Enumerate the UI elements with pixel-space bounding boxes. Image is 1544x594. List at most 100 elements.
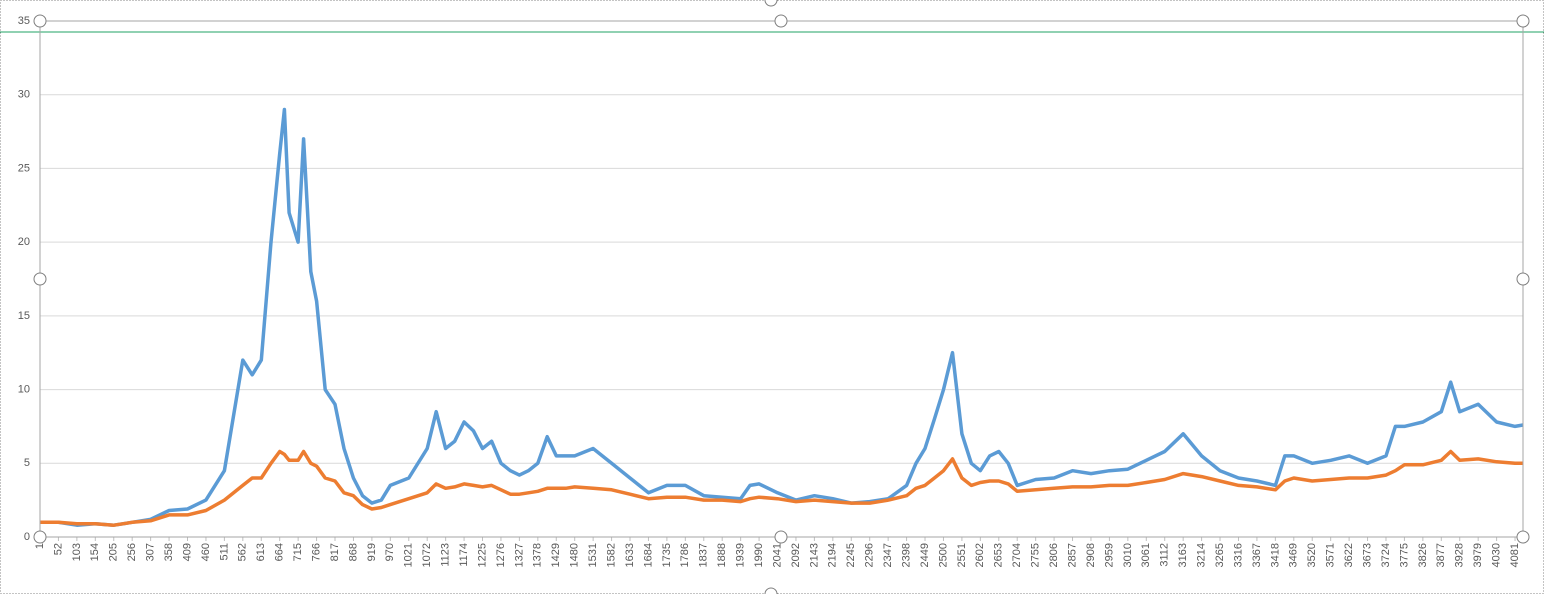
x-tick-label: 3112 — [1159, 543, 1171, 567]
handle[interactable] — [764, 587, 778, 594]
x-tick-label: 2041 — [771, 543, 783, 567]
x-tick-label: 1429 — [550, 543, 562, 567]
x-tick-label: 1327 — [513, 543, 525, 567]
x-tick-label: 868 — [347, 543, 359, 561]
x-tick-label: 1531 — [587, 543, 599, 567]
x-tick-label: 2398 — [900, 543, 912, 567]
handles — [33, 0, 1530, 594]
x-tick-label: 1378 — [532, 543, 544, 567]
x-tick-label: 1225 — [476, 543, 488, 567]
series-line — [40, 107, 1524, 527]
x-tick-label: 307 — [145, 543, 157, 561]
x-tick-label: 1 — [34, 543, 46, 549]
x-tick-label: 2296 — [864, 543, 876, 567]
x-tick-label: 2551 — [956, 543, 968, 567]
handle[interactable] — [764, 0, 778, 7]
x-tick-label: 1939 — [735, 543, 747, 567]
series-line — [40, 449, 1523, 527]
x-tick-label: 2500 — [937, 543, 949, 567]
handle[interactable] — [1516, 530, 1530, 544]
x-tick-label: 1684 — [642, 543, 654, 567]
x-tick-label: 3316 — [1232, 543, 1244, 567]
x-tick-label: 2092 — [790, 543, 802, 567]
x-tick-label: 1021 — [403, 543, 415, 567]
x-tick-label: 3367 — [1251, 543, 1263, 567]
y-tick-label: 35 — [18, 15, 30, 27]
y-tick-label: 5 — [24, 457, 30, 469]
y-tick-label: 30 — [18, 89, 30, 101]
x-tick-label: 3571 — [1325, 543, 1337, 567]
x-tick-label: 1735 — [661, 543, 673, 567]
x-tick-label: 2602 — [974, 543, 986, 567]
x-tick-label: 2857 — [1066, 543, 1078, 567]
handle[interactable] — [774, 14, 788, 28]
x-tick-label: 460 — [200, 543, 212, 561]
x-tick-label: 3928 — [1454, 543, 1466, 567]
x-tick-label: 766 — [310, 543, 322, 561]
x-tick-label: 2245 — [845, 543, 857, 567]
x-tick-label: 3010 — [1122, 543, 1134, 567]
x-tick-label: 52 — [52, 543, 64, 555]
x-tick-label: 2194 — [827, 543, 839, 567]
x-tick-label: 358 — [163, 543, 175, 561]
x-tick-label: 256 — [126, 543, 138, 561]
x-tick-label: 511 — [218, 543, 230, 561]
x-tick-label: 1276 — [495, 543, 507, 567]
x-tick-label: 919 — [366, 543, 378, 561]
x-tick-label: 2449 — [919, 543, 931, 567]
x-tick-label: 613 — [255, 543, 267, 561]
x-tick-label: 1582 — [605, 543, 617, 567]
handle[interactable] — [33, 272, 47, 286]
x-tick-label: 664 — [274, 543, 286, 561]
x-tick-label: 2143 — [808, 543, 820, 567]
handle[interactable] — [33, 530, 47, 544]
x-tick-label: 817 — [329, 543, 341, 561]
x-tick-label: 2653 — [993, 543, 1005, 567]
x-tick-label: 409 — [181, 543, 193, 561]
x-tick-label: 3265 — [1214, 543, 1226, 567]
x-tick-label: 205 — [108, 543, 120, 561]
x-tick-label: 715 — [292, 543, 304, 561]
handle[interactable] — [33, 14, 47, 28]
handle[interactable] — [774, 530, 788, 544]
y-tick-label: 10 — [18, 383, 30, 395]
x-tick-label: 2806 — [1048, 543, 1060, 567]
x-tick-label: 3061 — [1140, 543, 1152, 567]
x-tick-label: 2347 — [882, 543, 894, 567]
x-tick-label: 2908 — [1085, 543, 1097, 567]
x-tick-label: 103 — [71, 543, 83, 561]
x-tick-label: 1480 — [569, 543, 581, 567]
x-tick-label: 2755 — [1030, 543, 1042, 567]
x-tick-label: 4081 — [1509, 543, 1521, 567]
x-tick-label: 3877 — [1435, 543, 1447, 567]
x-tick-label: 3520 — [1306, 543, 1318, 567]
x-tick-label: 1633 — [624, 543, 636, 567]
x-tick-label: 562 — [237, 543, 249, 561]
x-tick-label: 970 — [384, 543, 396, 561]
x-tick-label: 3724 — [1380, 543, 1392, 567]
handle[interactable] — [1516, 14, 1530, 28]
x-tick-label: 2959 — [1103, 543, 1115, 567]
x-tick-label: 1123 — [440, 543, 452, 567]
x-tick-label: 1174 — [458, 543, 470, 567]
x-tick-label: 2704 — [1011, 543, 1023, 567]
x-tick-label: 3418 — [1269, 543, 1281, 567]
x-tick-label: 1837 — [698, 543, 710, 567]
x-tick-label: 3214 — [1196, 543, 1208, 567]
handle[interactable] — [1516, 272, 1530, 286]
x-tick-label: 1072 — [421, 543, 433, 567]
x-tick-label: 1990 — [753, 543, 765, 567]
y-tick-label: 25 — [18, 162, 30, 174]
x-tick-label: 3673 — [1361, 543, 1373, 567]
plot — [40, 107, 1524, 527]
y-tick-label: 0 — [24, 531, 30, 543]
x-tick-label: 3469 — [1288, 543, 1300, 567]
x-tick-label: 1786 — [679, 543, 691, 567]
x-tick-label: 3163 — [1177, 543, 1189, 567]
x-tick-label: 3826 — [1417, 543, 1429, 567]
x-tick-label: 3622 — [1343, 543, 1355, 567]
y-tick-label: 15 — [18, 310, 30, 322]
x-tick-label: 1888 — [716, 543, 728, 567]
